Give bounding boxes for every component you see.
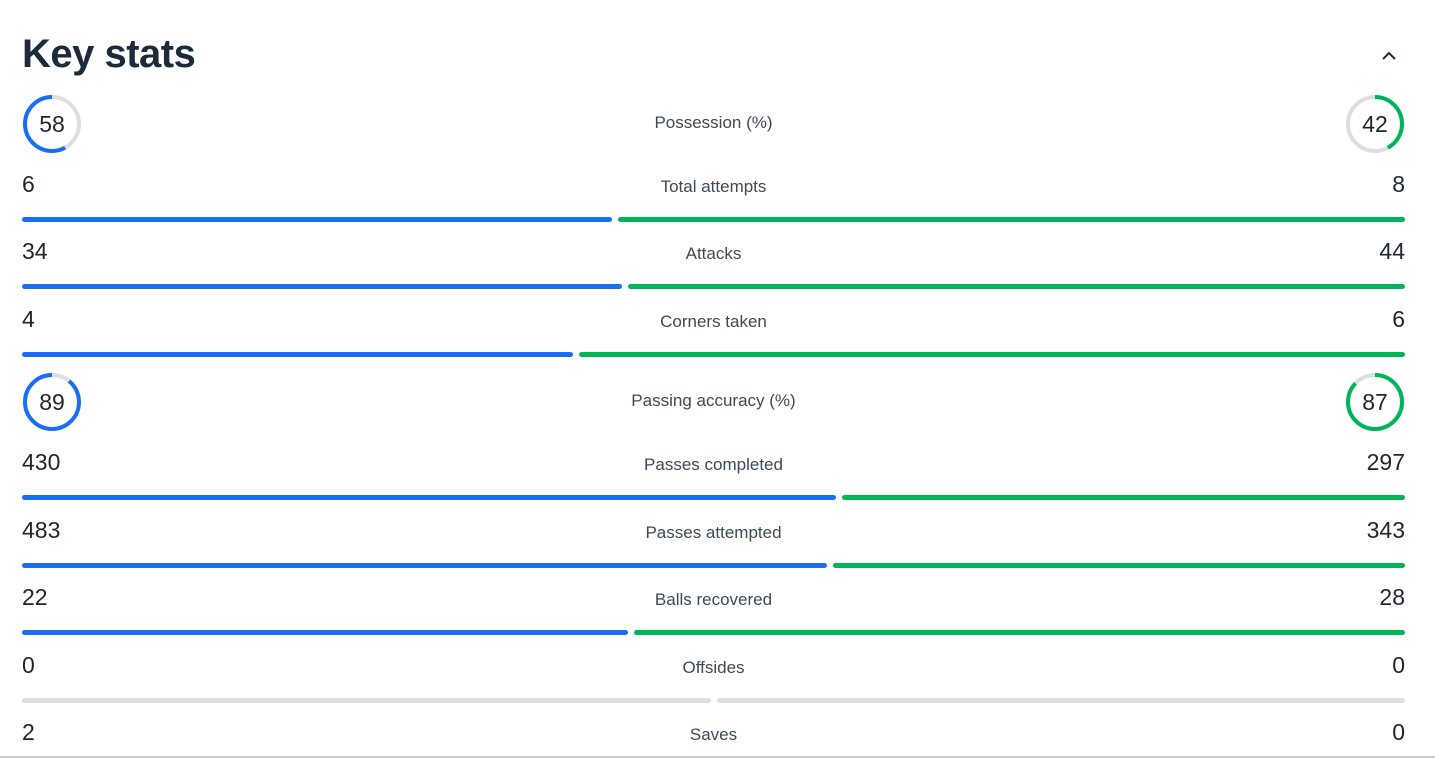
stat-label: Attacks — [685, 244, 742, 263]
home-value: 0 — [22, 652, 35, 678]
home-value: 430 — [22, 449, 61, 475]
home-bar — [22, 698, 711, 703]
home-ring-chart — [23, 95, 81, 153]
away-bar — [716, 698, 1405, 703]
away-bar — [628, 284, 1405, 289]
home-value: 4 — [22, 306, 35, 332]
away-value: 87 — [1362, 388, 1388, 415]
away-value: 28 — [1379, 584, 1405, 610]
stat-row: 483 343 Passes attempted — [22, 516, 1405, 572]
home-ring: 58 — [22, 94, 82, 154]
away-bar — [578, 352, 1405, 357]
home-bar — [22, 495, 837, 500]
home-ring-fill — [23, 95, 81, 153]
stat-label: Passes completed — [644, 455, 783, 474]
stat-label: Corners taken — [660, 312, 767, 331]
away-value: 297 — [1366, 449, 1405, 475]
comparison-bar — [22, 217, 1405, 222]
comparison-bar — [22, 698, 1405, 703]
home-value: 22 — [22, 584, 48, 610]
home-value: 58 — [39, 110, 65, 137]
collapse-button[interactable] — [1377, 44, 1401, 68]
home-ring-fill — [23, 373, 81, 431]
away-ring: 42 — [1345, 94, 1405, 154]
home-ring-chart — [23, 373, 81, 431]
comparison-bar — [22, 630, 1405, 635]
home-ring: 89 — [22, 372, 82, 432]
stat-row: 34 44 Attacks — [22, 237, 1405, 293]
home-bar — [22, 563, 828, 568]
away-ring-fill — [1346, 95, 1404, 153]
away-value: 343 — [1366, 517, 1405, 543]
stat-label: Passes attempted — [645, 523, 782, 542]
home-bar — [22, 217, 613, 222]
home-bar — [22, 352, 573, 357]
home-value: 89 — [39, 388, 65, 415]
stat-label: Passing accuracy (%) — [631, 391, 796, 410]
home-value: 6 — [22, 171, 35, 197]
section-title: Key stats — [22, 32, 196, 76]
stat-row: 430 297 Passes completed — [22, 448, 1405, 504]
stat-row: 6 8 Total attempts — [22, 170, 1405, 226]
stat-label: Total attempts — [660, 177, 767, 196]
stats-list: 58 42 Possession (%) 6 8 Total attempts 34 44 At… — [22, 0, 1405, 758]
stat-label: Balls recovered — [654, 590, 773, 609]
stat-row: 0 0 Offsides — [22, 651, 1405, 707]
away-value: 0 — [1392, 719, 1405, 745]
home-bar — [22, 284, 623, 289]
stat-row: 22 28 Balls recovered — [22, 583, 1405, 639]
away-value: 44 — [1379, 238, 1405, 264]
divider — [0, 756, 1435, 758]
away-ring-fill — [1346, 373, 1404, 431]
home-value: 34 — [22, 238, 48, 264]
away-bar — [633, 630, 1405, 635]
chevron-up-icon — [1382, 51, 1396, 60]
away-bar — [842, 495, 1405, 500]
stat-row: 89 87 Passing accuracy (%) — [22, 372, 1405, 434]
home-value: 483 — [22, 517, 61, 543]
away-bar — [833, 563, 1405, 568]
comparison-bar — [22, 284, 1405, 289]
away-value: 6 — [1392, 306, 1405, 332]
home-value: 2 — [22, 719, 35, 745]
away-value: 8 — [1392, 171, 1405, 197]
comparison-bar — [22, 495, 1405, 500]
stat-label: Offsides — [682, 658, 745, 677]
away-value: 42 — [1362, 110, 1388, 137]
away-value: 0 — [1392, 652, 1405, 678]
stat-row: 58 42 Possession (%) — [22, 94, 1405, 156]
comparison-bar — [22, 352, 1405, 357]
away-ring: 87 — [1345, 372, 1405, 432]
stat-row: 4 6 Corners taken — [22, 305, 1405, 361]
away-ring-chart — [1346, 95, 1404, 153]
stat-label: Saves — [689, 725, 738, 744]
home-bar — [22, 630, 628, 635]
stat-row: 2 0 Saves — [22, 718, 1405, 774]
away-ring-chart — [1346, 373, 1404, 431]
away-bar — [618, 217, 1405, 222]
comparison-bar — [22, 563, 1405, 568]
stat-label: Possession (%) — [654, 113, 773, 132]
